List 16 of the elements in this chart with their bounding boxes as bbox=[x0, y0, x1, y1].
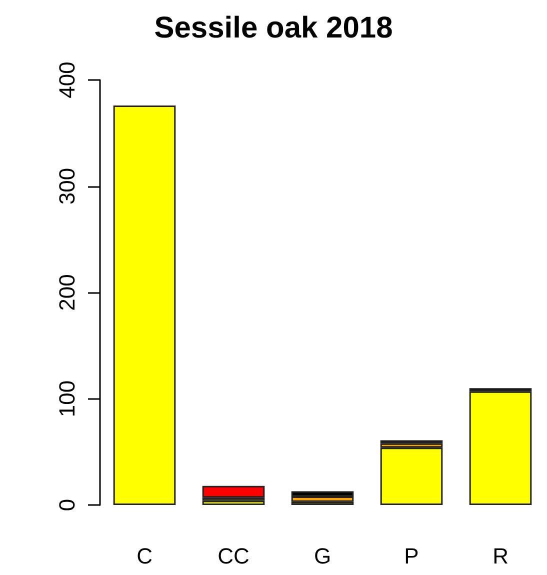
x-tick-label: P bbox=[404, 544, 419, 568]
bar bbox=[202, 486, 265, 498]
x-tick-label: R bbox=[492, 544, 508, 568]
chart-title: Sessile oak 2018 bbox=[154, 12, 393, 44]
bar bbox=[202, 500, 265, 505]
y-tick-label: 100 bbox=[54, 380, 80, 418]
y-tick-label: 300 bbox=[54, 168, 80, 205]
x-tick-label: C bbox=[136, 544, 153, 568]
y-tick-label: 0 bbox=[54, 498, 80, 512]
x-tick-label: CC bbox=[218, 544, 250, 568]
bar bbox=[380, 448, 443, 505]
y-tick-label: 200 bbox=[54, 274, 80, 311]
bar bbox=[113, 106, 176, 505]
y-tick-label: 400 bbox=[54, 62, 80, 98]
bar bbox=[469, 391, 532, 505]
x-tick-label: G bbox=[314, 544, 332, 568]
